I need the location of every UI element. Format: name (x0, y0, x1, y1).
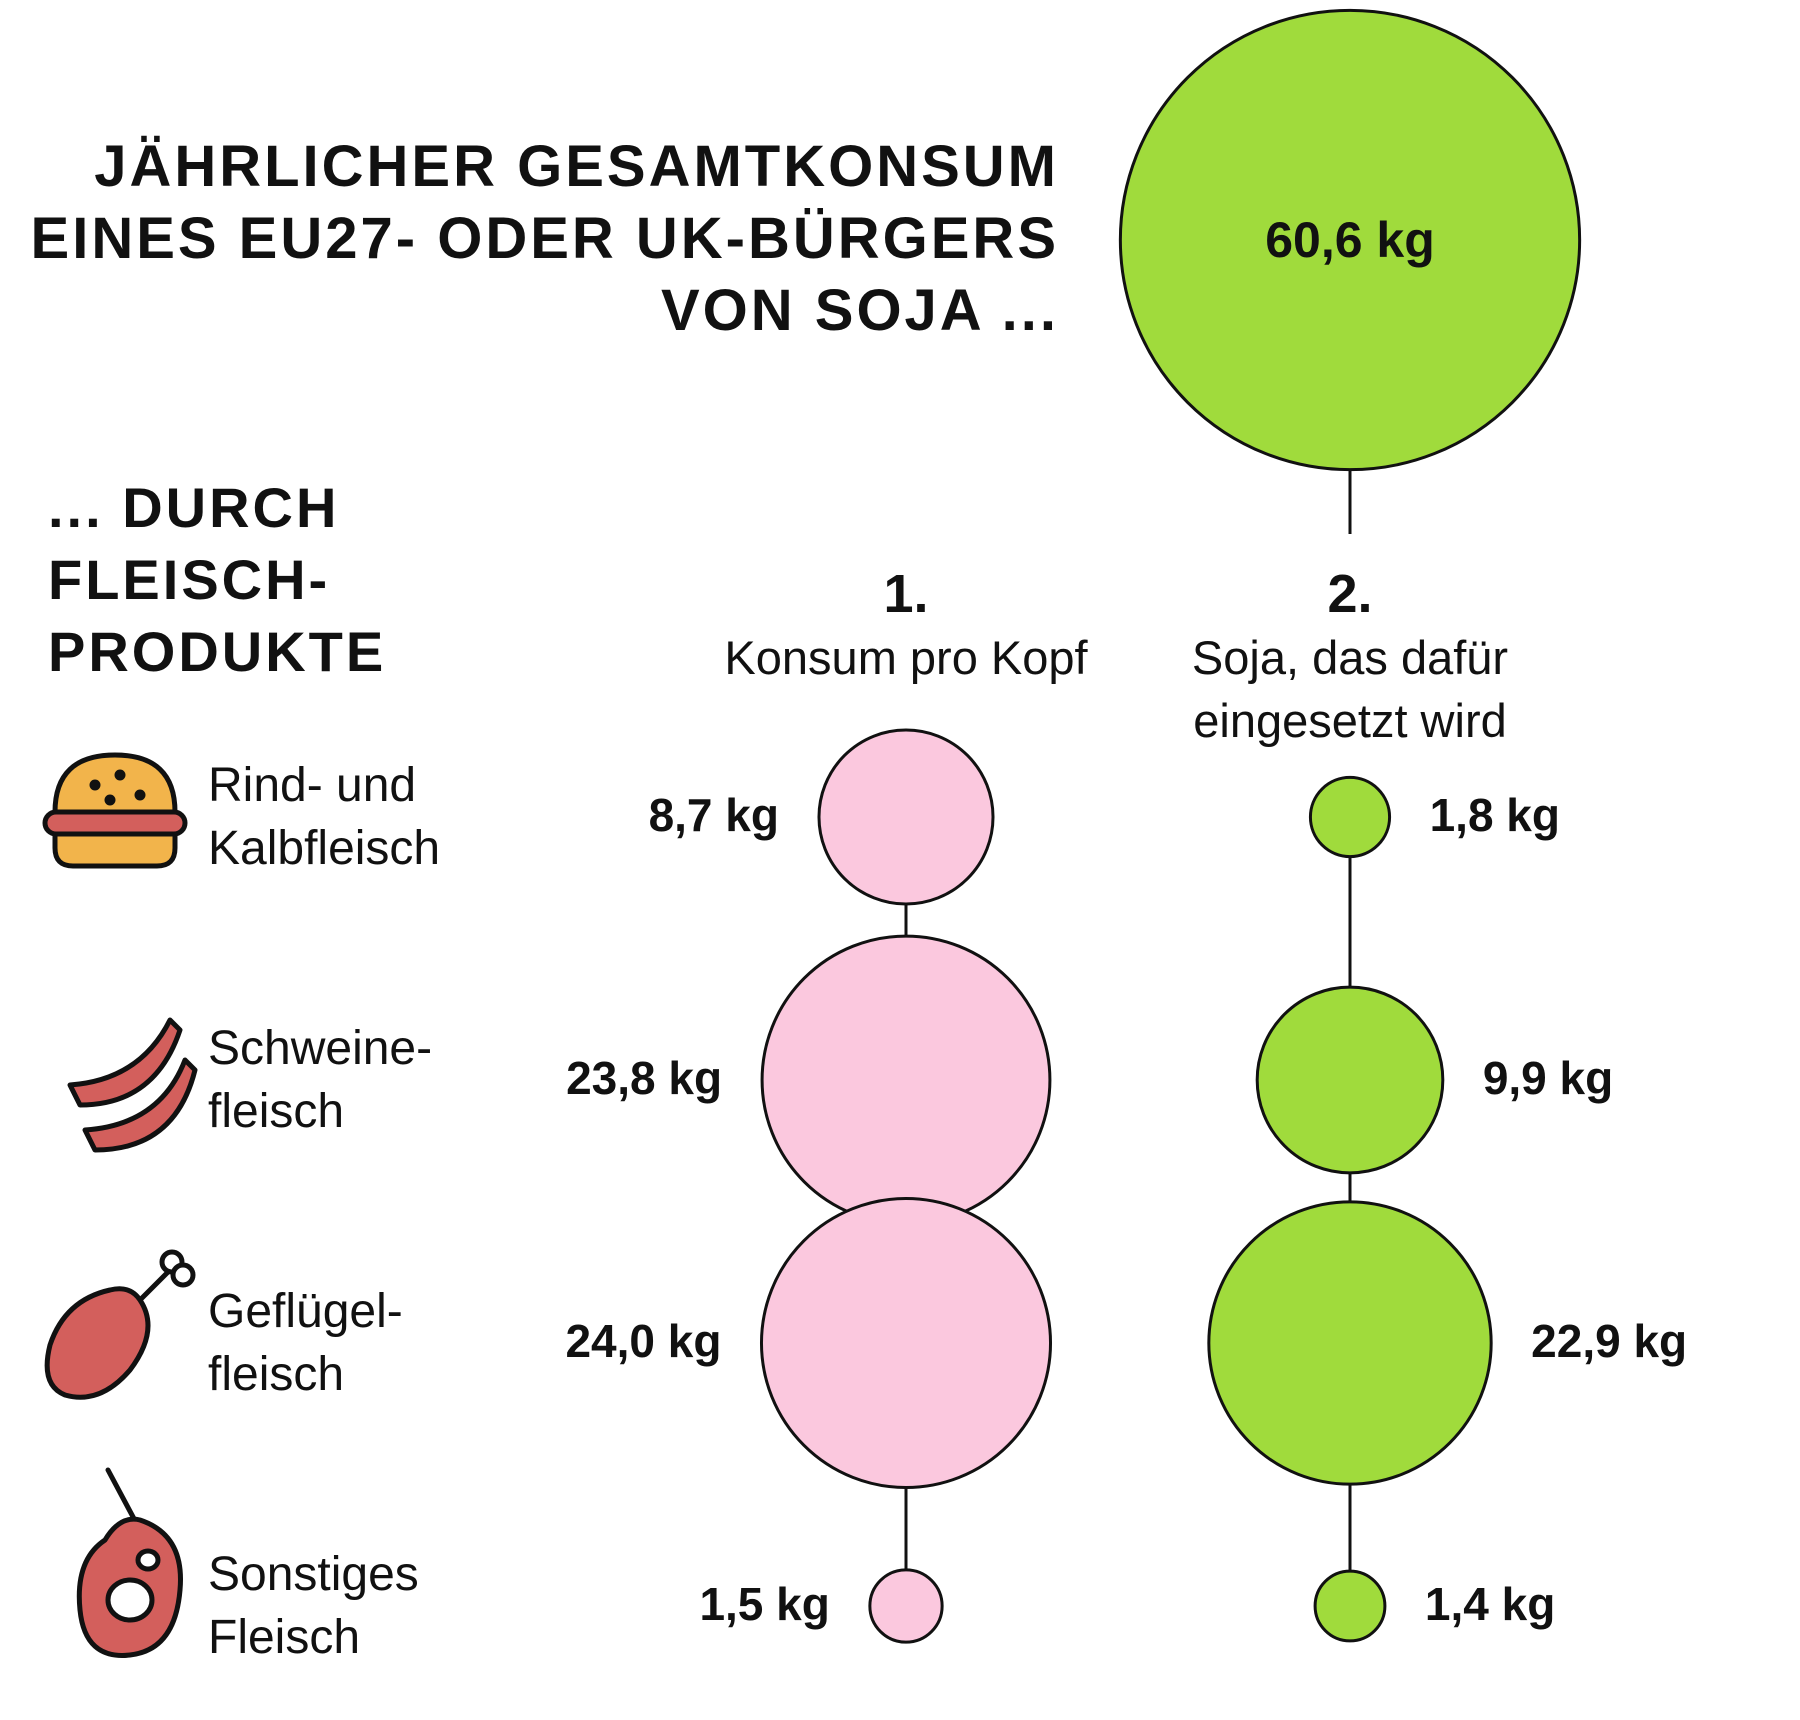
total-bubble (1118, 8, 1582, 472)
bubble (868, 1568, 944, 1644)
icons (42, 752, 198, 1658)
total-label: 60,6 kg (1265, 212, 1435, 268)
burger-icon (42, 752, 188, 869)
bubble (759, 1196, 1053, 1490)
value-label: 8,7 kg (649, 789, 779, 841)
bubble (760, 934, 1052, 1226)
bubble (817, 728, 995, 906)
value-label: 9,9 kg (1483, 1052, 1613, 1104)
drumstick-icon (44, 1249, 196, 1400)
category-label: Schweine- fleisch (208, 1022, 433, 1138)
bubble (1308, 775, 1392, 859)
bubble (1313, 1569, 1387, 1643)
bubble (1207, 1200, 1493, 1486)
value-label: 1,8 kg (1430, 789, 1560, 841)
series-number: 1. (883, 564, 929, 624)
series-name: Soja, das dafür eingesetzt wird (1191, 631, 1509, 747)
value-label: 1,4 kg (1425, 1578, 1555, 1630)
series-name: Konsum pro Kopf (724, 631, 1088, 684)
title: JÄHRLICHER GESAMTKONSUM EINES EU27- ODER… (30, 134, 1059, 343)
value-label: 22,9 kg (1531, 1315, 1687, 1367)
subtitle: ... DURCH FLEISCH- PRODUKTE (48, 476, 387, 683)
value-label: 24,0 kg (565, 1315, 721, 1367)
category-label: Geflügel- fleisch (208, 1285, 403, 1401)
series-number: 2. (1327, 564, 1373, 624)
bubble (1255, 985, 1445, 1175)
value-label: 23,8 kg (566, 1052, 722, 1104)
value-label: 1,5 kg (699, 1578, 829, 1630)
steak-icon (76, 1467, 183, 1658)
category-label: Sonstiges Fleisch (208, 1548, 419, 1664)
category-label: Rind- und Kalbfleisch (208, 759, 441, 875)
sausage-icon (67, 1017, 198, 1153)
